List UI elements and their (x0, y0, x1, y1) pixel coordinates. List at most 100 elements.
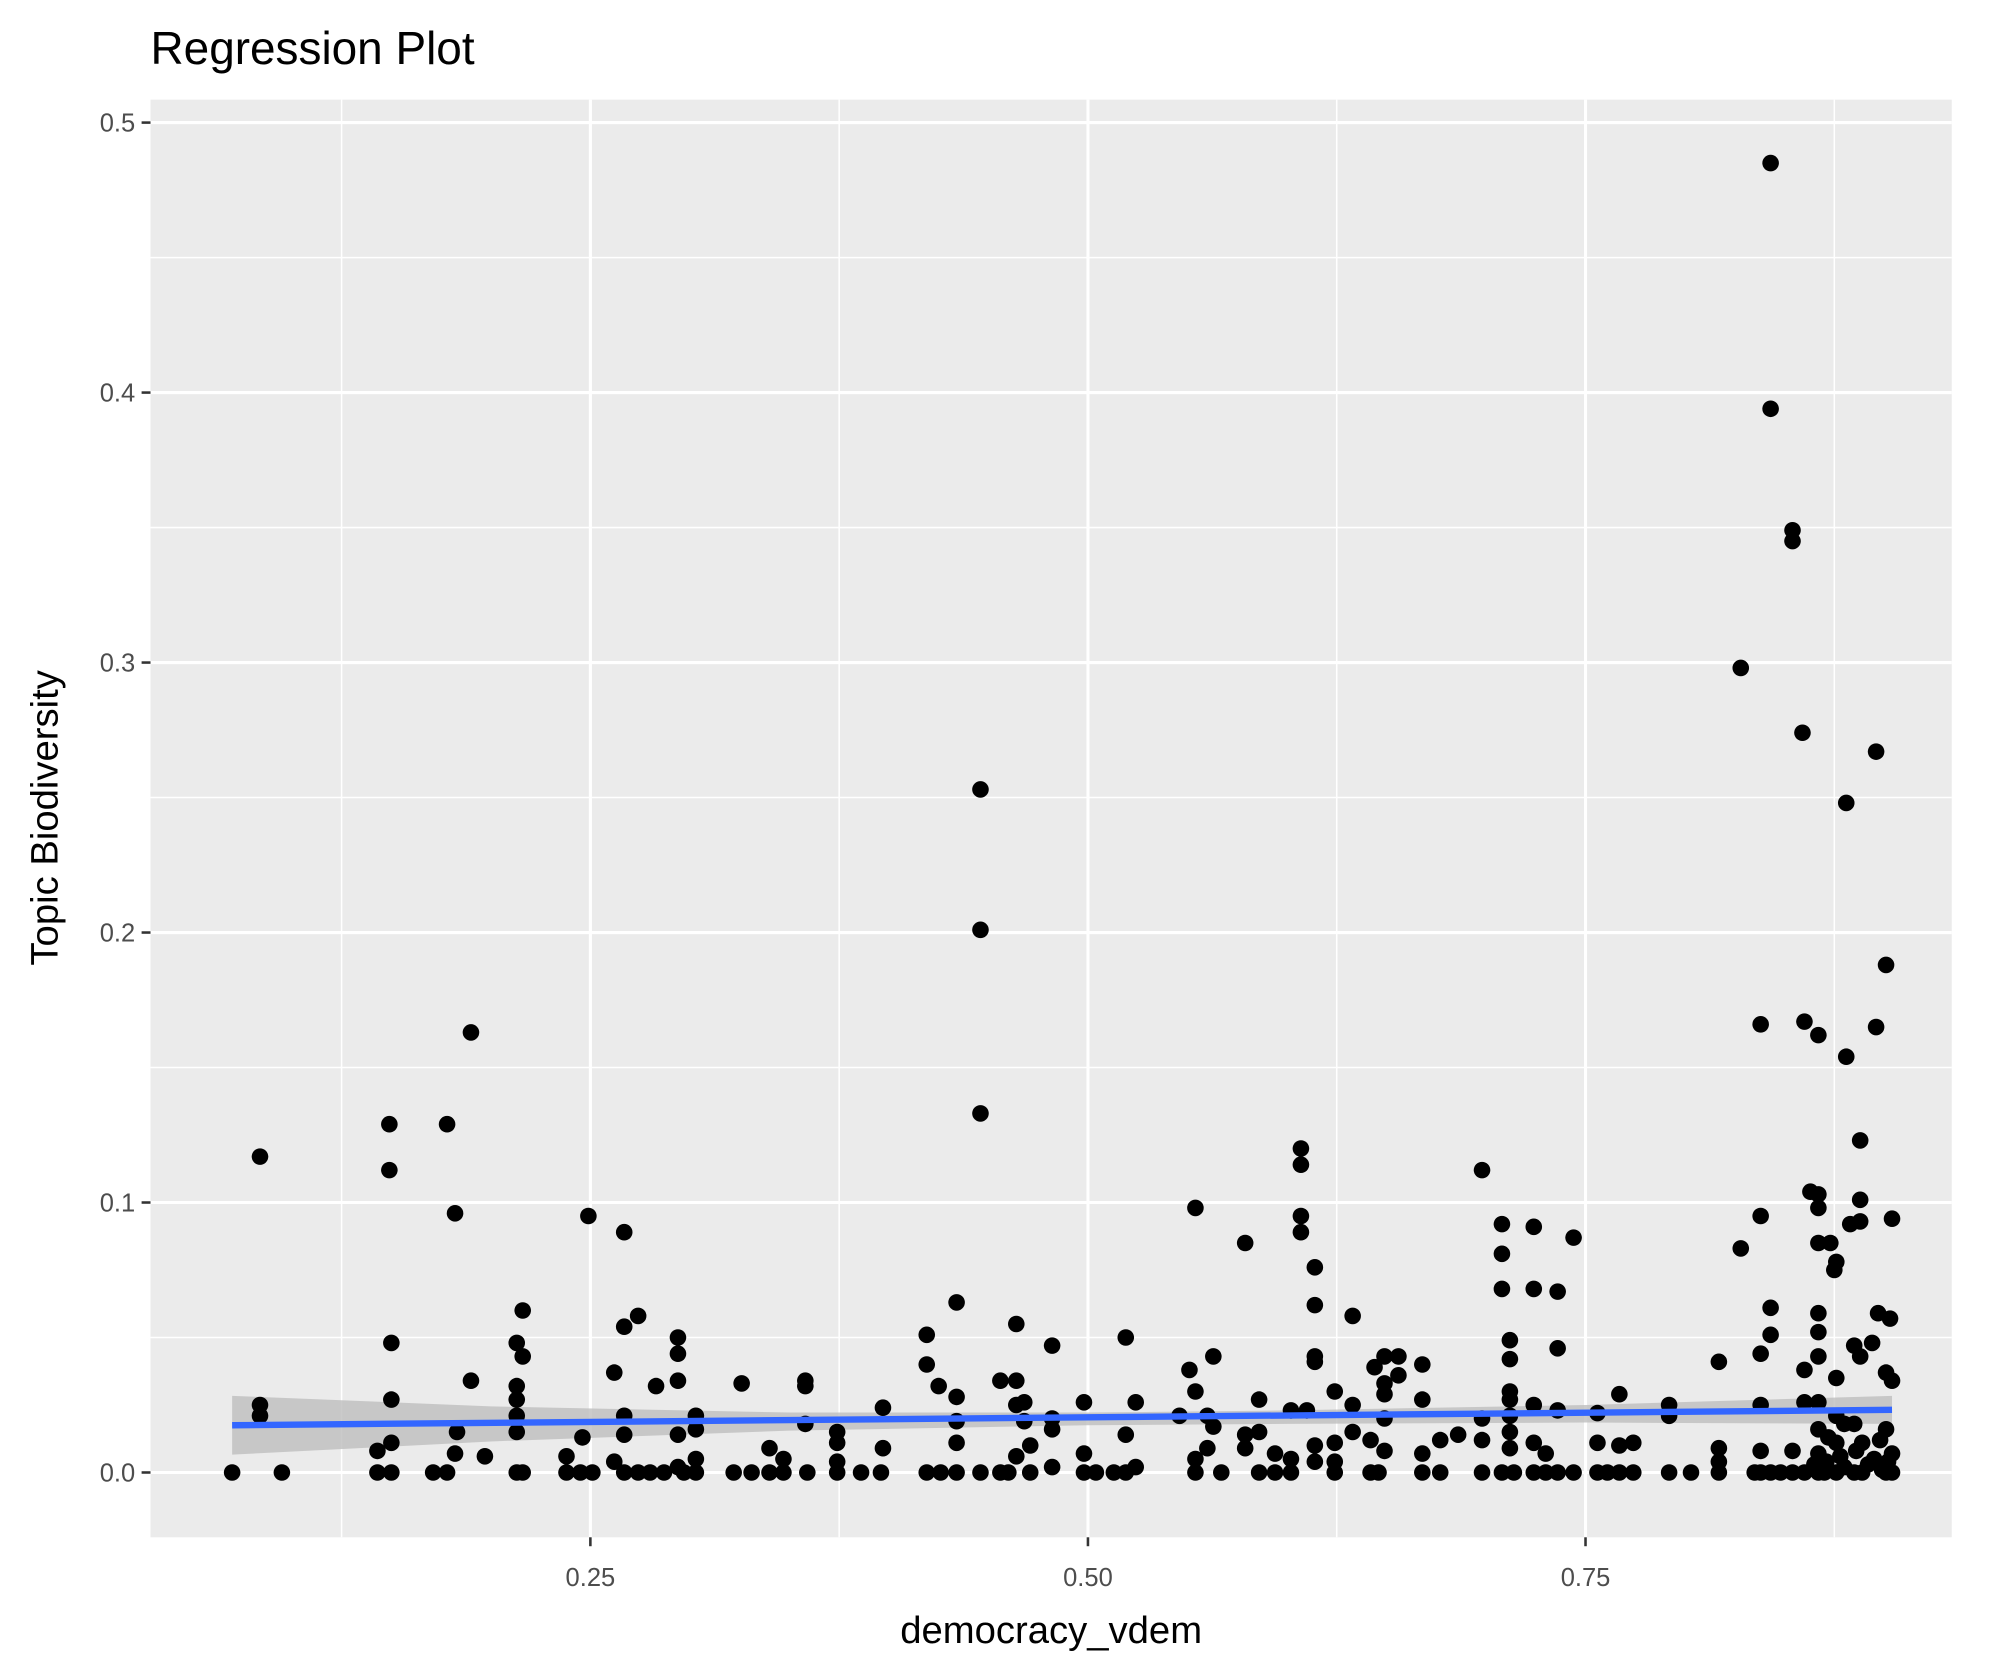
data-point (725, 1464, 742, 1481)
data-point (647, 1377, 665, 1395)
data-point (1493, 1215, 1511, 1233)
data-point (1820, 1429, 1837, 1446)
data-point (874, 1399, 892, 1416)
data-point (1752, 1442, 1769, 1460)
data-point (1236, 1426, 1254, 1443)
plot-panel (150, 99, 1952, 1538)
data-point (675, 1464, 693, 1481)
data-point (669, 1426, 687, 1443)
data-point (1431, 1431, 1449, 1449)
data-point (1762, 400, 1779, 418)
data-point (1370, 1464, 1387, 1481)
x-tick-label: 0.50 (1063, 1564, 1113, 1592)
data-point (1414, 1445, 1431, 1462)
data-point (1021, 1464, 1039, 1481)
data-point (1266, 1464, 1284, 1481)
y-tick-label: 0.5 (100, 110, 135, 138)
data-point (918, 1464, 936, 1481)
data-point (1266, 1445, 1284, 1462)
data-point (1847, 1442, 1865, 1460)
y-axis-label: Topic Biodiversity (23, 669, 66, 965)
data-point (1565, 1464, 1582, 1481)
data-point (1250, 1464, 1268, 1481)
data-point (687, 1450, 705, 1468)
data-point (872, 1464, 890, 1481)
data-point (1883, 1210, 1901, 1228)
data-point (1549, 1283, 1566, 1300)
data-point (1493, 1464, 1511, 1481)
data-point (1021, 1437, 1039, 1454)
data-point (1806, 1456, 1823, 1473)
axes-group: 0.25 0.50 0.75 0.0 0.1 0.2 0.3 0.4 0.5 (100, 110, 1611, 1592)
data-point (1599, 1464, 1616, 1481)
data-point (687, 1464, 705, 1481)
data-point (1015, 1394, 1033, 1411)
data-point (1306, 1259, 1324, 1276)
data-point (1828, 1253, 1845, 1271)
data-point (1565, 1229, 1582, 1246)
data-point (514, 1302, 531, 1319)
data-point (1537, 1464, 1555, 1481)
data-point (1414, 1356, 1431, 1373)
data-point (615, 1426, 633, 1443)
data-point (1710, 1353, 1728, 1371)
data-point (1306, 1453, 1324, 1470)
data-point (1236, 1439, 1254, 1457)
data-point (972, 1464, 989, 1481)
data-point (446, 1205, 464, 1222)
data-point (972, 781, 989, 798)
data-point (1105, 1464, 1123, 1481)
data-point (508, 1377, 526, 1395)
data-point (930, 1377, 947, 1395)
data-point (775, 1450, 792, 1468)
data-point (641, 1464, 659, 1481)
data-point (1205, 1348, 1222, 1365)
data-point (669, 1372, 687, 1389)
data-point (932, 1464, 949, 1481)
data-point (1549, 1464, 1566, 1481)
data-point (1784, 532, 1801, 550)
data-point (424, 1464, 442, 1481)
data-point (558, 1448, 575, 1465)
data-point (992, 1372, 1009, 1389)
data-point (1199, 1439, 1216, 1457)
y-tick-label: 0.1 (100, 1189, 135, 1217)
data-point (1390, 1348, 1407, 1365)
data-point (1525, 1218, 1543, 1236)
data-point (1796, 1013, 1813, 1030)
data-point (1851, 1213, 1869, 1230)
data-point (1292, 1207, 1310, 1225)
data-point (1851, 1348, 1869, 1365)
data-point (1376, 1385, 1393, 1403)
data-point (1473, 1431, 1491, 1449)
data-point (1871, 1431, 1889, 1449)
data-point (1187, 1199, 1204, 1217)
data-point (1828, 1369, 1845, 1387)
data-point (1282, 1450, 1300, 1468)
data-point (687, 1421, 705, 1438)
data-point (383, 1334, 400, 1352)
data-point (1292, 1156, 1310, 1174)
data-point (383, 1434, 400, 1452)
data-point (1611, 1437, 1628, 1454)
grid-lines (150, 99, 1952, 1538)
data-point (1837, 1048, 1855, 1066)
data-point (828, 1453, 846, 1470)
data-point (1762, 1299, 1779, 1317)
data-point (1501, 1331, 1519, 1349)
data-point (381, 1161, 398, 1179)
data-point (1043, 1458, 1061, 1476)
data-point (669, 1329, 687, 1346)
data-point (1449, 1426, 1467, 1443)
data-point (761, 1439, 778, 1457)
data-point (1000, 1464, 1017, 1481)
data-point (383, 1464, 400, 1481)
data-point (1752, 1345, 1769, 1362)
data-point (438, 1464, 456, 1481)
data-point (462, 1372, 480, 1389)
data-point (1344, 1396, 1361, 1414)
data-point (381, 1115, 398, 1133)
data-point (1008, 1372, 1025, 1389)
data-point (1087, 1464, 1105, 1481)
data-point (828, 1434, 846, 1452)
